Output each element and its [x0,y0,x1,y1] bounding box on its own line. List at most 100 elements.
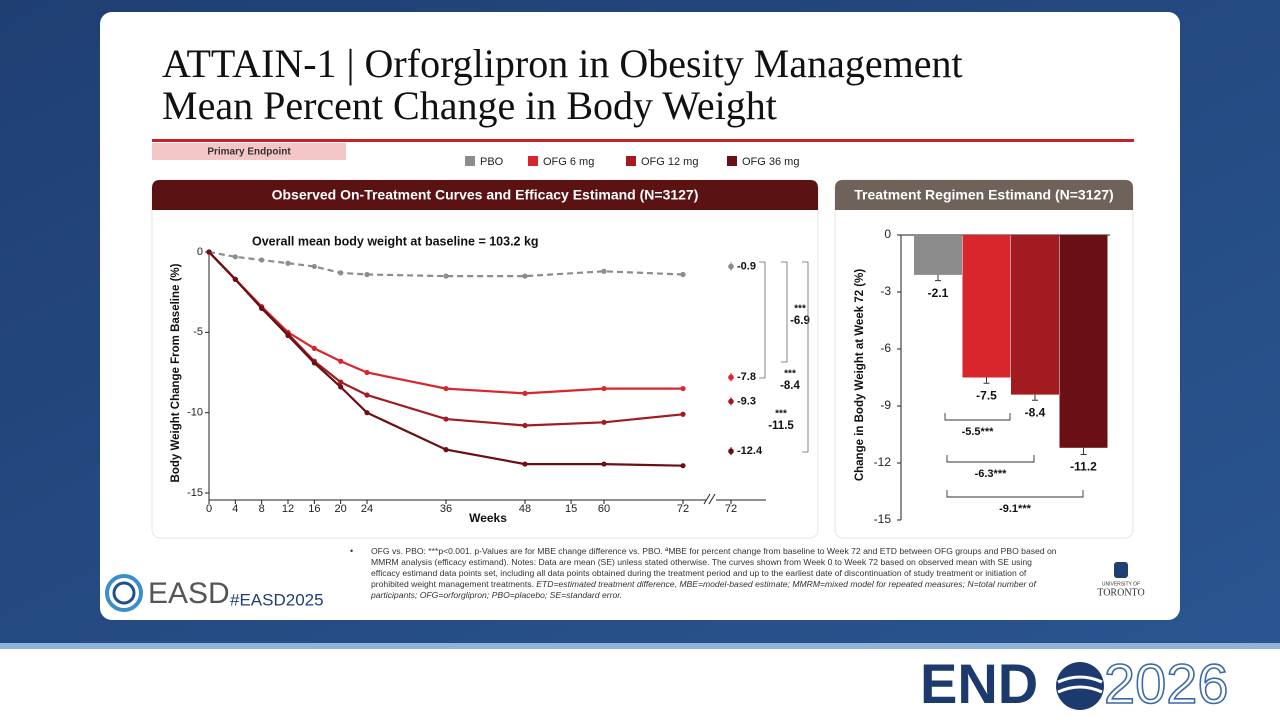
endpoint-label: -12.4 [737,445,763,457]
easd-mark [112,581,136,605]
footnote-italic: ETD=estimated treatment difference, MBE=… [371,579,1036,600]
bracket [759,261,766,379]
point [338,384,344,390]
legend-label: OFG 12 mg [641,156,698,168]
footnote: OFG vs. PBO: ***p<0.001. p-Values are fo… [371,546,1061,601]
x-tick-label: 72 [725,503,737,515]
y-tick-label: -15 [874,512,892,526]
endpoint-label: -9.3 [737,395,756,407]
x-tick-label: 4 [232,503,238,515]
university-small: UNIVERSITY OF [1102,581,1140,587]
value-label: -11.2 [1070,460,1097,474]
difference-label: -11.5 [768,420,794,432]
endo-year: 2026 [1104,652,1229,715]
x-axis-title: Weeks [469,511,507,525]
title-line: Mean Percent Change in Body Weight [162,83,777,128]
x-tick-label: 8 [259,503,265,515]
point [206,249,212,255]
legend-swatch [626,156,636,166]
y-tick-label: -5 [193,326,203,338]
point [311,345,317,351]
point [522,422,528,429]
bracket [946,490,1084,498]
endo-globe-lines [1057,675,1103,694]
point [680,463,686,469]
badge [152,143,346,160]
y-tick-label: 0 [884,227,891,241]
footnote-text: OFG vs. PBO: ***p<0.001. p-Values are fo… [371,546,1057,589]
point [601,461,607,467]
y-tick-label: 0 [197,246,203,258]
easd-logo: EASD [148,577,230,610]
bar [1011,235,1059,395]
legend-label: OFG 36 mg [742,156,799,168]
legend-swatch [528,156,538,166]
panel-header [152,180,818,210]
point [601,385,607,392]
point [680,411,686,417]
point [680,271,686,278]
panel-title: Treatment Regimen Estimand (N=3127) [854,187,1113,203]
comparison-label: -5.5*** [962,426,995,438]
point [338,379,344,385]
bracket [944,413,1011,421]
x-tick-label: 48 [519,503,531,515]
point [259,305,265,311]
x-tick-label: 12 [282,503,294,515]
y-axis-title: Body Weight Change From Baseline (%) [170,263,182,482]
x-tick-label: 72 [677,503,689,515]
point [232,276,238,282]
point [443,273,449,279]
difference-label: -8.4 [780,380,800,392]
point [311,263,317,270]
panel-header [835,180,1133,210]
point [522,461,528,467]
title-line: ATTAIN-1 | Orforglipron in Obesity Manag… [162,41,963,86]
easd-hashtag: #EASD2025 [230,590,324,609]
bracket [802,261,809,453]
endo-logo: END [920,652,1038,715]
error-bar [1032,394,1038,401]
y-tick-label: -10 [187,407,203,419]
y-tick-label: -9 [880,398,891,412]
axis-break [703,493,716,505]
legend-label: PBO [480,156,504,168]
y-tick-label: -6 [880,341,891,355]
legend: PBO OFG 6 mg OFG 12 mg OFG 36 mg [465,156,799,168]
comparison-label: -9.1*** [999,503,1032,515]
bullet: • [350,546,354,556]
bracket [946,455,1035,463]
point [364,369,370,376]
bar [914,235,962,275]
x-tick-label: 20 [335,503,347,515]
stripe [0,643,1280,649]
x-tick-label: 24 [361,503,373,515]
difference-label: -6.9 [790,315,810,327]
y-axis-title: Change in Body Weight at Week 72 (%) [854,269,866,482]
point [443,416,449,422]
significance: *** [794,304,806,315]
comparison-label: -6.3*** [975,468,1008,480]
point [285,332,291,339]
y-tick-label: -12 [874,455,892,469]
annotation: Overall mean body weight at baseline = 1… [252,234,539,248]
x-tick-label: 16 [308,503,320,515]
point [443,447,449,453]
significance: *** [784,369,796,380]
point [443,385,449,392]
endpoint-label: -7.8 [737,371,756,383]
point [338,270,344,276]
error-bar [935,274,941,282]
point [285,260,291,266]
point [601,419,607,425]
y-tick-label: -15 [187,487,203,499]
x-tick-label: 36 [440,503,452,515]
point [338,358,344,364]
point [232,254,238,260]
easd-mark [105,574,143,612]
university: TORONTO [1097,587,1144,598]
value-label: -8.4 [1025,405,1046,419]
point [680,385,686,392]
